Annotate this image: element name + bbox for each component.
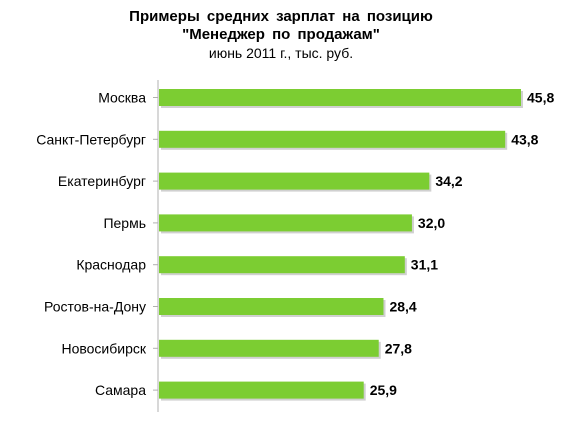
bar-3 bbox=[159, 172, 430, 190]
category-label: Самара bbox=[95, 382, 146, 398]
category-label: Краснодар bbox=[76, 257, 146, 273]
chart-subtitle: июнь 2011 г., тыс. руб. bbox=[208, 45, 354, 61]
category-label: Екатеринбург bbox=[58, 173, 146, 189]
bar-2 bbox=[159, 130, 506, 148]
data-label: 31,1 bbox=[411, 257, 438, 273]
category-label: Ростов-на-Дону bbox=[44, 299, 146, 315]
data-label: 32,0 bbox=[418, 215, 445, 231]
data-label: 25,9 bbox=[370, 382, 397, 398]
data-label: 34,2 bbox=[435, 173, 462, 189]
bar-1 bbox=[159, 89, 521, 106]
category-label: Москва bbox=[98, 90, 146, 106]
bar-6 bbox=[159, 298, 384, 315]
chart-title-line-2: "Менеджер по продажам" bbox=[182, 26, 380, 43]
chart-title-block: Примеры средних зарплат на позицию "Мене… bbox=[0, 8, 562, 62]
category-label: Пермь bbox=[103, 215, 146, 231]
bar-8 bbox=[159, 381, 364, 399]
data-label: 45,8 bbox=[527, 90, 554, 106]
data-label: 43,8 bbox=[511, 131, 538, 147]
data-label: 27,8 bbox=[385, 340, 412, 356]
data-label: 28,4 bbox=[389, 299, 416, 315]
bars-group: Москва 45,8 Санкт-Петербург 43,8 Екатеринбур… bbox=[36, 89, 554, 401]
bar-4 bbox=[159, 214, 412, 232]
category-label: Санкт-Петербург bbox=[36, 131, 146, 147]
bar-7 bbox=[159, 339, 379, 357]
chart-title-line-1: Примеры средних зарплат на позицию bbox=[129, 8, 433, 25]
bar-5 bbox=[159, 256, 405, 274]
category-label: Новосибирск bbox=[61, 340, 146, 356]
